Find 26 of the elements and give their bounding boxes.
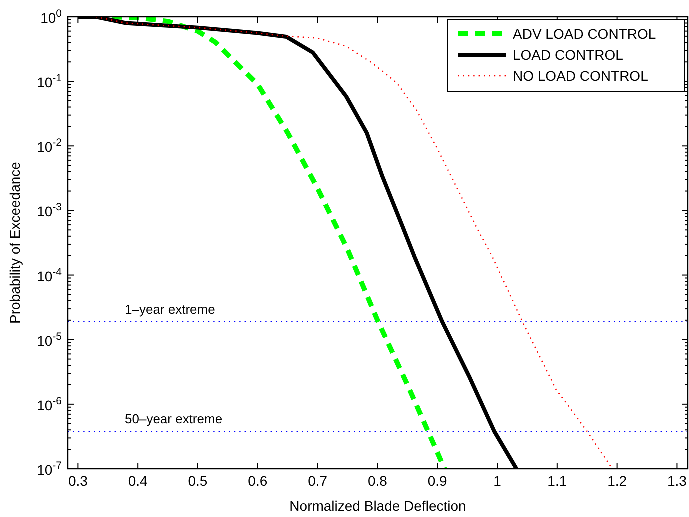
x-tick-label: 0.6 — [248, 473, 268, 489]
y-tick-label: 10$^{-7}$ — [37, 460, 62, 478]
x-tick-label: 1 — [494, 473, 502, 489]
x-tick-label: 0.4 — [128, 473, 148, 489]
y-axis-title: Probability of Exceedance — [7, 162, 23, 324]
x-tick-label: 0.8 — [368, 473, 388, 489]
x-tick-label: 1.2 — [608, 473, 628, 489]
y-tick-label: 10$^{-4}$ — [37, 266, 62, 284]
y-tick-label: 10$^{0}$ — [40, 8, 62, 26]
x-tick-label: 1.3 — [667, 473, 688, 489]
legend-label: LOAD CONTROL — [513, 47, 624, 63]
y-tick-label: 10$^{-6}$ — [37, 395, 62, 414]
x-tick-label: 0.3 — [68, 473, 88, 489]
x-tick-label: 0.9 — [428, 473, 448, 489]
ref-line-label: 50–year extreme — [125, 412, 223, 427]
x-tick-label: 0.5 — [188, 473, 208, 489]
x-tick-label: 1.1 — [548, 473, 568, 489]
ref-line-label: 1–year extreme — [125, 302, 216, 317]
y-tick-label: 10$^{-5}$ — [37, 330, 62, 349]
y-tick-label: 10$^{-1}$ — [37, 72, 62, 91]
x-axis-title: Normalized Blade Deflection — [290, 498, 466, 514]
y-tick-label: 10$^{-2}$ — [37, 137, 62, 156]
x-tick-label: 0.7 — [308, 473, 328, 489]
y-tick-label: 10$^{-3}$ — [37, 202, 62, 220]
legend-label: NO LOAD CONTROL — [513, 68, 649, 84]
legend-label: ADV LOAD CONTROL — [513, 26, 656, 42]
